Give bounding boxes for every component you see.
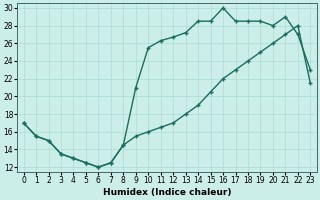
X-axis label: Humidex (Indice chaleur): Humidex (Indice chaleur) [103,188,231,197]
